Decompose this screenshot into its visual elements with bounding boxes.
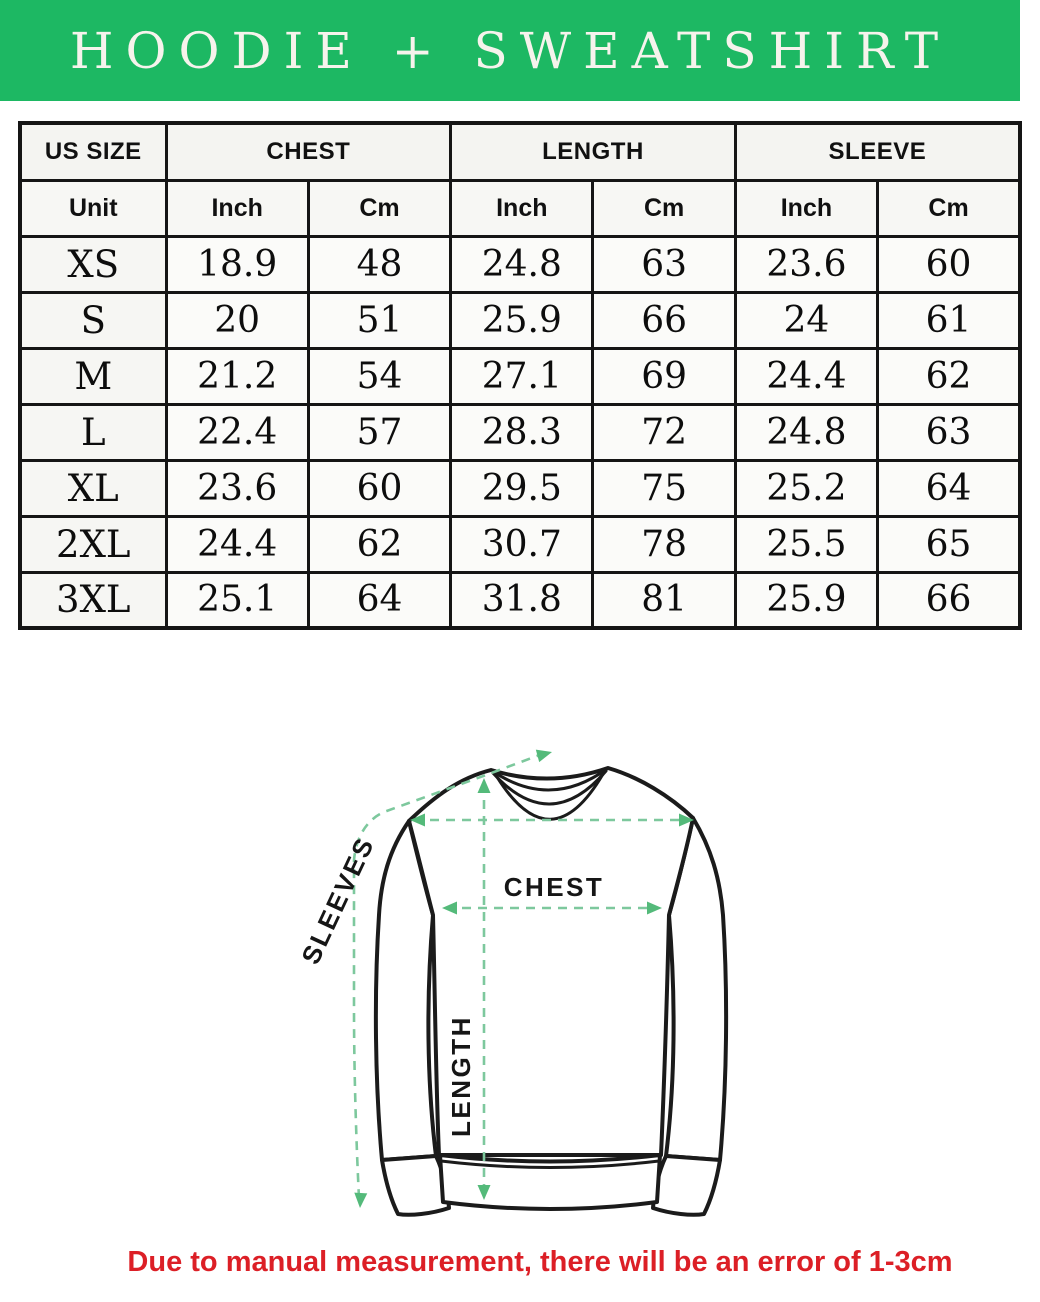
value-cell: 62: [306, 514, 453, 574]
value-cell: 66: [591, 290, 737, 350]
value-cell: 28.3: [449, 402, 595, 462]
value-cell: 48: [306, 234, 453, 294]
right-cuff-outline: [651, 1154, 722, 1217]
value-cell: 27.1: [449, 346, 595, 406]
value-cell: 24.8: [733, 402, 880, 462]
value-cell: 24.8: [449, 234, 595, 294]
value-cell: 29.5: [449, 458, 595, 518]
size-cell: 2XL: [18, 514, 168, 574]
value-cell: 61: [876, 290, 1022, 350]
value-cell: 69: [591, 346, 737, 406]
sleeve-measure-line: [352, 751, 546, 1199]
value-cell: 64: [876, 458, 1022, 518]
size-cell: 3XL: [18, 570, 168, 630]
table-row: XS 18.9 48 24.8 63 23.6 60: [18, 234, 1022, 294]
unit-cell: Inch: [164, 178, 310, 238]
value-cell: 18.9: [164, 234, 310, 294]
header-banner: HOODIE + SWEATSHIRT: [0, 0, 1020, 101]
size-chart-table: US SIZE CHEST LENGTH SLEEVE Unit Inch Cm…: [18, 121, 1022, 630]
value-cell: 25.9: [733, 570, 880, 630]
unit-cell: Cm: [591, 178, 737, 238]
waistband-inner-line: [439, 1159, 661, 1169]
value-cell: 24: [733, 290, 880, 350]
size-cell: XL: [18, 458, 168, 518]
table-row: XL 23.6 60 29.5 75 25.2 64: [18, 458, 1022, 518]
value-cell: 60: [306, 458, 453, 518]
sweatshirt-diagram: SLEEVES CHEST LENGTH: [0, 708, 1040, 1238]
table-row: L 22.4 57 28.3 72 24.8 63: [18, 402, 1022, 462]
value-cell: 57: [306, 402, 453, 462]
value-cell: 72: [591, 402, 737, 462]
unit-cell: Unit: [18, 178, 168, 238]
value-cell: 75: [591, 458, 737, 518]
body-outline: [407, 766, 695, 1157]
col-group-length: LENGTH: [449, 121, 737, 182]
left-arrow-icon: [442, 901, 457, 915]
value-cell: 23.6: [733, 234, 880, 294]
value-cell: 25.2: [733, 458, 880, 518]
value-cell: 63: [591, 234, 737, 294]
value-cell: 54: [306, 346, 453, 406]
value-cell: 78: [591, 514, 737, 574]
value-cell: 51: [306, 290, 453, 350]
value-cell: 21.2: [164, 346, 310, 406]
value-cell: 23.6: [164, 458, 310, 518]
value-cell: 24.4: [733, 346, 880, 406]
value-cell: 24.4: [164, 514, 310, 574]
value-cell: 66: [876, 570, 1022, 630]
length-measure-label: LENGTH: [446, 1015, 476, 1137]
size-cell: M: [18, 346, 168, 406]
value-cell: 81: [591, 570, 737, 630]
waistband-outline: [438, 1153, 662, 1211]
value-cell: 63: [876, 402, 1022, 462]
left-arrow-icon: [410, 813, 425, 827]
collar-rib-line: [491, 769, 608, 806]
page-title: HOODIE + SWEATSHIRT: [69, 21, 951, 80]
value-cell: 22.4: [164, 402, 310, 462]
value-cell: 65: [876, 514, 1022, 574]
size-cell: S: [18, 290, 168, 350]
value-cell: 31.8: [449, 570, 595, 630]
size-cell: XS: [18, 234, 168, 294]
value-cell: 62: [876, 346, 1022, 406]
collar-rib-line: [489, 766, 610, 792]
unit-cell: Cm: [876, 178, 1022, 238]
measurement-disclaimer: Due to manual measurement, there will be…: [127, 1246, 953, 1278]
table-row: 3XL 25.1 64 31.8 81 25.9 66: [18, 570, 1022, 630]
table-row: M 21.2 54 27.1 69 24.4 62: [18, 346, 1022, 406]
chest-measure-label: CHEST: [504, 872, 605, 902]
value-cell: 25.5: [733, 514, 880, 574]
down-arrow-icon: [354, 1192, 368, 1208]
sweatshirt-illustration: SLEEVES CHEST LENGTH: [295, 749, 729, 1217]
sleeves-measure-label: SLEEVES: [295, 832, 380, 969]
col-group-us-size: US SIZE: [18, 121, 168, 182]
table-row: S 20 51 25.9 66 24 61: [18, 290, 1022, 350]
value-cell: 25.9: [449, 290, 595, 350]
value-cell: 64: [306, 570, 453, 630]
value-cell: 30.7: [449, 514, 595, 574]
right-arrow-icon: [679, 813, 694, 827]
right-arrow-icon: [647, 901, 662, 915]
unit-header-row: Unit Inch Cm Inch Cm Inch Cm: [18, 178, 1022, 238]
unit-cell: Inch: [449, 178, 595, 238]
value-cell: 60: [876, 234, 1022, 294]
right-arrow-icon: [535, 749, 552, 763]
unit-cell: Inch: [733, 178, 880, 238]
table-row: 2XL 24.4 62 30.7 78 25.5 65: [18, 514, 1022, 574]
value-cell: 20: [164, 290, 310, 350]
size-cell: L: [18, 402, 168, 462]
unit-cell: Cm: [306, 178, 453, 238]
col-group-sleeve: SLEEVE: [733, 121, 1022, 182]
value-cell: 25.1: [164, 570, 310, 630]
group-header-row: US SIZE CHEST LENGTH SLEEVE: [18, 121, 1022, 182]
down-arrow-icon: [477, 1185, 491, 1200]
col-group-chest: CHEST: [164, 121, 453, 182]
up-arrow-icon: [477, 778, 491, 793]
